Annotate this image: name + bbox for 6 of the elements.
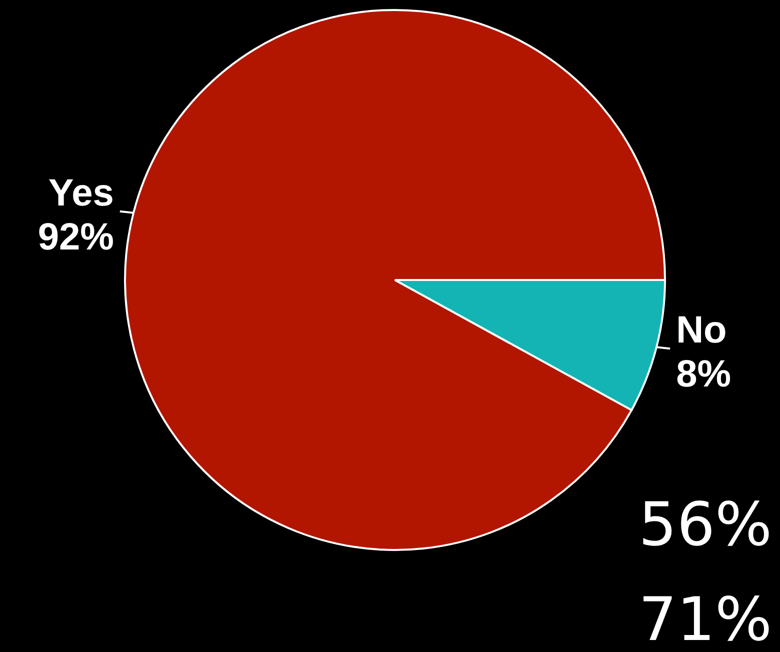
slice-label: Yes: [48, 172, 114, 214]
data-label: 8%: [676, 354, 731, 396]
text: 56%: [638, 490, 772, 560]
text: 71%: [638, 585, 772, 652]
slice-label: No: [676, 310, 727, 352]
data-label: 92%: [38, 216, 114, 258]
